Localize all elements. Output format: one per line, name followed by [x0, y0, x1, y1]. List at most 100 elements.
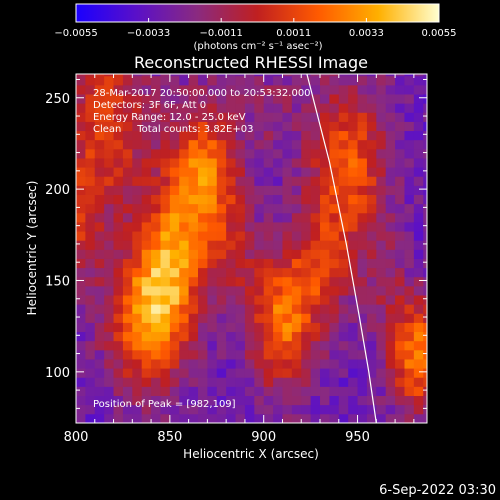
heatmap-cell — [320, 167, 330, 177]
heatmap-cell — [282, 139, 293, 150]
heatmap-cell — [338, 276, 349, 287]
heatmap-cell — [132, 240, 143, 250]
heatmap-cell — [376, 377, 387, 387]
heatmap-cell — [169, 386, 180, 396]
heatmap-cell — [385, 74, 396, 77]
heatmap-cell — [404, 331, 415, 342]
heatmap-cell — [320, 295, 330, 305]
heatmap-cell — [385, 212, 396, 223]
heatmap-cell — [179, 212, 190, 223]
heatmap-cell — [104, 413, 114, 423]
heatmap-cell — [320, 130, 330, 141]
heatmap-cell — [76, 194, 86, 205]
heatmap-cell — [216, 148, 227, 159]
heatmap-cell — [188, 158, 199, 168]
heatmap-cell — [273, 359, 283, 369]
heatmap-cell — [395, 75, 405, 86]
heatmap-cell — [413, 359, 424, 369]
heatmap-cell — [132, 103, 143, 113]
heatmap-cell — [263, 212, 274, 223]
heatmap-cell — [385, 103, 396, 113]
heatmap-cell — [113, 267, 124, 278]
heatmap-cell — [76, 258, 86, 269]
heatmap-cell — [254, 148, 265, 159]
heatmap-cell — [188, 276, 199, 287]
heatmap-cell — [122, 359, 133, 369]
heatmap-cell — [254, 194, 265, 205]
heatmap-cell — [348, 349, 358, 360]
heatmap-cell — [301, 313, 312, 323]
heatmap-cell — [188, 212, 199, 223]
heatmap-cell — [122, 222, 133, 232]
heatmap-cell — [169, 368, 180, 378]
heatmap-cell — [76, 75, 86, 86]
heatmap-cell — [207, 112, 218, 122]
heatmap-cell — [282, 121, 293, 132]
heatmap-cell — [385, 313, 396, 323]
heatmap-cell — [301, 84, 312, 95]
heatmap-cell — [226, 267, 236, 278]
x-axis-ticks: 800 850 900 950 — [64, 74, 415, 445]
heatmap-cell — [141, 94, 152, 104]
heatmap-cell — [263, 130, 274, 141]
heatmap-cell — [423, 148, 427, 159]
heatmap-cell — [329, 295, 340, 305]
heatmap-cell — [395, 212, 405, 223]
heatmap-cell — [198, 176, 208, 186]
heatmap-cell — [413, 176, 424, 186]
heatmap-cell — [338, 295, 349, 305]
heatmap-cell — [244, 295, 255, 305]
heatmap-cell — [357, 231, 368, 241]
heatmap-cell — [179, 103, 190, 113]
heatmap-cell — [263, 240, 274, 250]
heatmap-cell — [244, 413, 255, 423]
heatmap-cell — [188, 313, 199, 323]
heatmap-cell — [160, 322, 171, 333]
heatmap-cell — [413, 258, 424, 269]
colorbar-tick-label: −0.0011 — [200, 28, 243, 39]
heatmap-cell — [76, 340, 86, 351]
heatmap-cell — [188, 203, 199, 214]
heatmap-cell — [179, 395, 190, 406]
heatmap-cell — [366, 212, 377, 223]
heatmap-cell — [188, 368, 199, 378]
heatmap-cell — [216, 258, 227, 269]
heatmap-cell — [282, 258, 293, 269]
heatmap-cell — [151, 340, 161, 351]
heatmap-cell — [94, 167, 105, 177]
heatmap-cell — [169, 395, 180, 406]
heatmap-cell — [85, 167, 96, 177]
heatmap-cell — [254, 313, 265, 323]
heatmap-cell — [348, 212, 358, 223]
heatmap-cell — [348, 331, 358, 342]
heatmap-cell — [160, 121, 171, 132]
heatmap-cell — [235, 167, 246, 177]
heatmap-cell — [376, 212, 387, 223]
heatmap-cell — [338, 249, 349, 259]
heatmap-cell — [85, 130, 96, 141]
heatmap-cell — [423, 304, 427, 314]
heatmap-cell — [385, 395, 396, 406]
heatmap-cell — [244, 340, 255, 351]
heatmap-cell — [423, 121, 427, 132]
heatmap-cell — [348, 231, 358, 241]
heatmap-cell — [320, 148, 330, 159]
heatmap-cell — [169, 413, 180, 423]
heatmap-cell — [395, 340, 405, 351]
heatmap-cell — [94, 112, 105, 122]
heatmap-cell — [244, 249, 255, 259]
heatmap-cell — [113, 185, 124, 195]
heatmap-cell — [94, 285, 105, 296]
heatmap-cell — [179, 377, 190, 387]
heatmap-cell — [273, 404, 283, 415]
heatmap-cell — [423, 276, 427, 287]
heatmap-cell — [413, 395, 424, 406]
heatmap-cell — [207, 368, 218, 378]
heatmap-cell — [254, 75, 265, 86]
heatmap-cell — [423, 194, 427, 205]
heatmap-cell — [188, 130, 199, 141]
heatmap-cell — [188, 112, 199, 122]
heatmap-cell — [310, 75, 321, 86]
heatmap-cell — [273, 340, 283, 351]
heatmap-cell — [413, 267, 424, 278]
